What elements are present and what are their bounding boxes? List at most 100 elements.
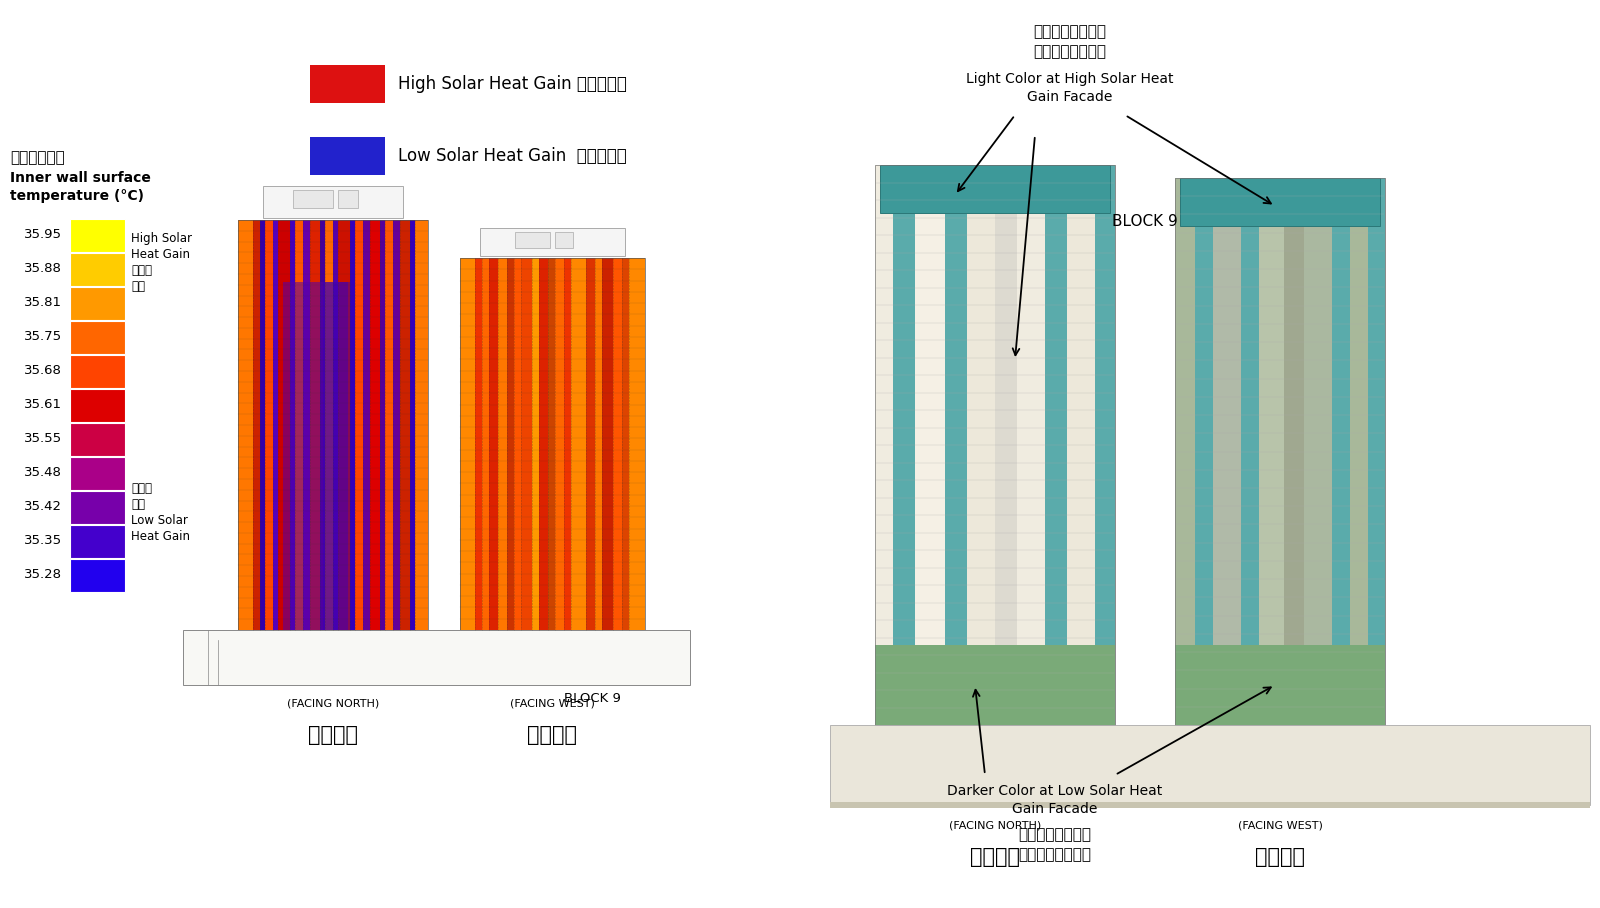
- Bar: [514, 258, 522, 630]
- Text: 35.55: 35.55: [24, 432, 62, 446]
- Text: BLOCK 9: BLOCK 9: [1112, 214, 1178, 230]
- Bar: [946, 165, 966, 725]
- Bar: [70, 423, 125, 456]
- Text: 向西立面: 向西立面: [1254, 847, 1306, 867]
- Bar: [400, 220, 410, 630]
- Bar: [381, 220, 386, 630]
- Bar: [602, 258, 613, 630]
- Text: 35.75: 35.75: [24, 331, 62, 343]
- Text: 向北立面: 向北立面: [307, 725, 358, 745]
- Bar: [893, 165, 915, 725]
- Bar: [1259, 178, 1283, 725]
- Bar: [290, 220, 294, 630]
- Bar: [293, 190, 333, 208]
- Bar: [238, 220, 253, 630]
- Bar: [363, 220, 370, 630]
- Bar: [461, 258, 645, 630]
- Bar: [262, 186, 403, 218]
- Bar: [333, 220, 338, 630]
- Text: Inner wall surface: Inner wall surface: [10, 171, 150, 185]
- Bar: [1195, 178, 1213, 725]
- Text: 35.28: 35.28: [24, 568, 62, 581]
- Bar: [70, 219, 125, 252]
- Bar: [586, 258, 595, 630]
- Bar: [461, 258, 475, 630]
- Bar: [70, 457, 125, 490]
- Text: temperature (°C): temperature (°C): [10, 189, 144, 203]
- Bar: [274, 220, 278, 630]
- Text: (FACING WEST): (FACING WEST): [510, 698, 595, 708]
- Text: Light Color at High Solar Heat
Gain Facade: Light Color at High Solar Heat Gain Faca…: [966, 72, 1174, 104]
- Text: Darker Color at Low Solar Heat
Gain Facade: Darker Color at Low Solar Heat Gain Faca…: [947, 784, 1163, 816]
- Bar: [259, 220, 266, 630]
- Bar: [410, 220, 414, 630]
- Bar: [875, 645, 1115, 725]
- Bar: [1045, 165, 1067, 725]
- Bar: [1174, 178, 1386, 725]
- Bar: [555, 258, 563, 630]
- Bar: [1283, 178, 1304, 725]
- Bar: [338, 220, 350, 630]
- Text: 35.48: 35.48: [24, 467, 62, 479]
- Bar: [1174, 645, 1386, 725]
- Text: (FACING NORTH): (FACING NORTH): [286, 698, 379, 708]
- Bar: [480, 228, 626, 256]
- Bar: [531, 258, 539, 630]
- Bar: [622, 258, 629, 630]
- Bar: [555, 232, 573, 248]
- Text: (FACING NORTH): (FACING NORTH): [949, 820, 1042, 830]
- Bar: [182, 630, 690, 685]
- Bar: [498, 258, 507, 630]
- Bar: [571, 258, 586, 630]
- Bar: [70, 355, 125, 388]
- Bar: [283, 281, 349, 630]
- Bar: [475, 258, 482, 630]
- Text: (FACING WEST): (FACING WEST): [1237, 820, 1323, 830]
- Bar: [1368, 178, 1386, 725]
- Text: 35.88: 35.88: [24, 262, 62, 275]
- Text: BLOCK 9: BLOCK 9: [565, 693, 621, 706]
- Bar: [414, 220, 429, 630]
- Bar: [629, 258, 645, 630]
- Bar: [70, 525, 125, 558]
- Bar: [1181, 178, 1379, 226]
- Bar: [482, 258, 490, 630]
- Text: 35.61: 35.61: [24, 399, 62, 411]
- Bar: [302, 220, 310, 630]
- Bar: [1304, 178, 1331, 725]
- Bar: [294, 220, 302, 630]
- Bar: [1174, 178, 1195, 725]
- Text: 高熱能吸收的大廈
外牆立面採用淺色: 高熱能吸收的大廈 外牆立面採用淺色: [1034, 25, 1107, 59]
- Bar: [490, 258, 498, 630]
- Bar: [1242, 178, 1259, 725]
- Bar: [1174, 178, 1386, 725]
- Bar: [875, 165, 1115, 725]
- Bar: [1213, 178, 1242, 725]
- Bar: [875, 165, 893, 725]
- Bar: [70, 287, 125, 320]
- Bar: [1174, 645, 1386, 725]
- Bar: [995, 165, 1018, 725]
- Text: High Solar
Heat Gain
高熱能
吸收: High Solar Heat Gain 高熱能 吸收: [131, 232, 192, 293]
- Bar: [522, 258, 531, 630]
- Bar: [70, 389, 125, 422]
- Bar: [966, 165, 995, 725]
- Bar: [515, 232, 550, 248]
- Bar: [310, 137, 386, 175]
- Bar: [595, 258, 602, 630]
- Bar: [323, 281, 354, 630]
- Bar: [394, 220, 400, 630]
- Bar: [1094, 165, 1115, 725]
- Bar: [70, 559, 125, 592]
- Bar: [310, 220, 320, 630]
- Bar: [830, 802, 1590, 808]
- Bar: [507, 258, 514, 630]
- Bar: [266, 220, 274, 630]
- Bar: [1350, 178, 1368, 725]
- Bar: [355, 220, 363, 630]
- Text: 35.42: 35.42: [24, 500, 62, 514]
- Text: 35.95: 35.95: [24, 229, 62, 242]
- Bar: [325, 220, 333, 630]
- Bar: [539, 258, 547, 630]
- Bar: [547, 258, 555, 630]
